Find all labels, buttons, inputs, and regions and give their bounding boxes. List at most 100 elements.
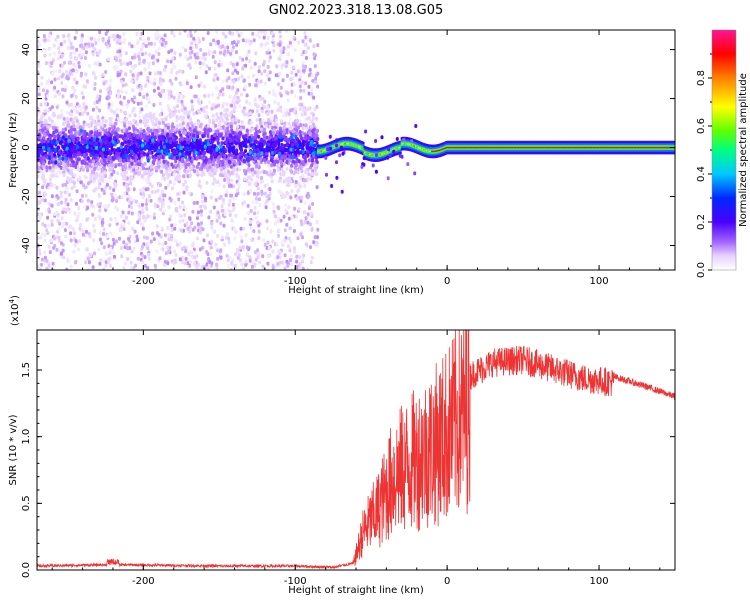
heatmap-cell [107,102,111,107]
heatmap-cell [180,117,184,122]
heatmap-cell [55,247,59,252]
heatmap-cell [57,235,61,240]
heatmap-cell [131,73,135,78]
heatmap-cell [84,193,88,198]
heatmap-cell [49,238,53,243]
heatmap-cell [313,64,317,69]
heatmap-cell [38,251,42,256]
heatmap-cell [178,130,182,135]
heatmap-cell [107,259,111,264]
heatmap-cell [245,99,249,104]
heatmap-cell [129,69,133,74]
heatmap-cell [228,210,232,214]
heatmap-cell [270,31,274,36]
heatmap-cell [116,171,120,176]
heatmap-cell [136,41,140,46]
heatmap-cell [272,48,276,53]
heatmap-cell [59,194,63,199]
heatmap-cell [50,183,53,188]
heatmap-cell [71,227,75,232]
heatmap-cell [90,130,94,135]
heatmap-cell [254,215,258,220]
heatmap-cell [91,265,95,270]
heatmap-cell [233,263,237,268]
heatmap-cell [286,52,290,56]
heatmap-cell [308,67,312,72]
heatmap-cell [314,163,318,168]
heatmap-cell [206,154,210,159]
heatmap-cell [221,104,225,109]
heatmap-cell [108,91,112,96]
heatmap-cell [146,119,150,123]
heatmap-cell [304,50,308,54]
heatmap-cell [194,60,198,65]
heatmap-cell [290,169,293,174]
heatmap-cell [46,130,50,135]
heatmap-cell [122,95,126,100]
heatmap-cell [202,106,206,111]
heatmap-cell [260,127,263,132]
heatmap-cell [182,205,186,209]
heatmap-cell [212,78,216,82]
heatmap-cell [294,184,298,188]
heatmap-cell [67,123,71,128]
heatmap-cell [177,95,181,100]
heatmap-cell [131,108,135,113]
heatmap-cell [159,77,162,81]
heatmap-cell [278,42,282,47]
heatmap-cell [196,99,200,104]
heatmap-cell [66,45,70,50]
heatmap-cell [190,221,194,226]
heatmap-cell [139,188,143,193]
heatmap-cell [72,105,76,110]
heatmap-cell [125,105,129,110]
heatmap-cell [113,66,117,71]
heatmap-cell [295,113,299,118]
heatmap-cell [167,232,171,237]
heatmap-cell [115,196,119,200]
heatmap-cell [210,189,214,194]
heatmap-cell [147,126,151,131]
heatmap-cell [206,133,210,138]
heatmap-cell [223,113,226,118]
heatmap-cell [256,252,260,257]
heatmap-cell [172,95,176,100]
heatmap-cell [167,237,171,242]
heatmap-cell [141,253,145,258]
heatmap-cell [57,76,61,81]
heatmap-cell [142,58,146,63]
heatmap-cell [271,202,275,206]
heatmap-cell [265,219,269,224]
heatmap-cell [73,77,76,82]
heatmap-cell [230,193,234,198]
heatmap-cell [260,137,263,142]
heatmap-cell [248,175,252,180]
heatmap-cell [133,239,137,244]
heatmap-cell [80,33,84,38]
heatmap-cell [211,181,215,186]
heatmap-cell [39,102,43,107]
heatmap-cell [98,231,102,235]
heatmap-cell [310,211,314,216]
heatmap-cell [216,256,220,261]
heatmap-cell [127,210,131,215]
heatmap-cell [220,204,224,209]
heatmap-cell [243,200,246,205]
heatmap-cell [232,107,236,112]
heatmap-cell [119,100,123,105]
heatmap-cell [104,263,108,268]
heatmap-cell [135,32,139,36]
heatmap-cell [73,144,77,149]
heatmap-cell [184,48,187,53]
heatmap-cell [258,35,261,40]
heatmap-cell [101,118,105,123]
heatmap-cell [166,59,170,64]
heatmap-cell [107,105,111,110]
heatmap-cell [103,123,107,128]
heatmap-cell [75,110,79,115]
heatmap-cell [115,107,119,112]
heatmap-cell [122,266,126,270]
heatmap-cell [255,109,259,114]
heatmap-cell [75,47,79,52]
heatmap-cell [170,227,174,232]
